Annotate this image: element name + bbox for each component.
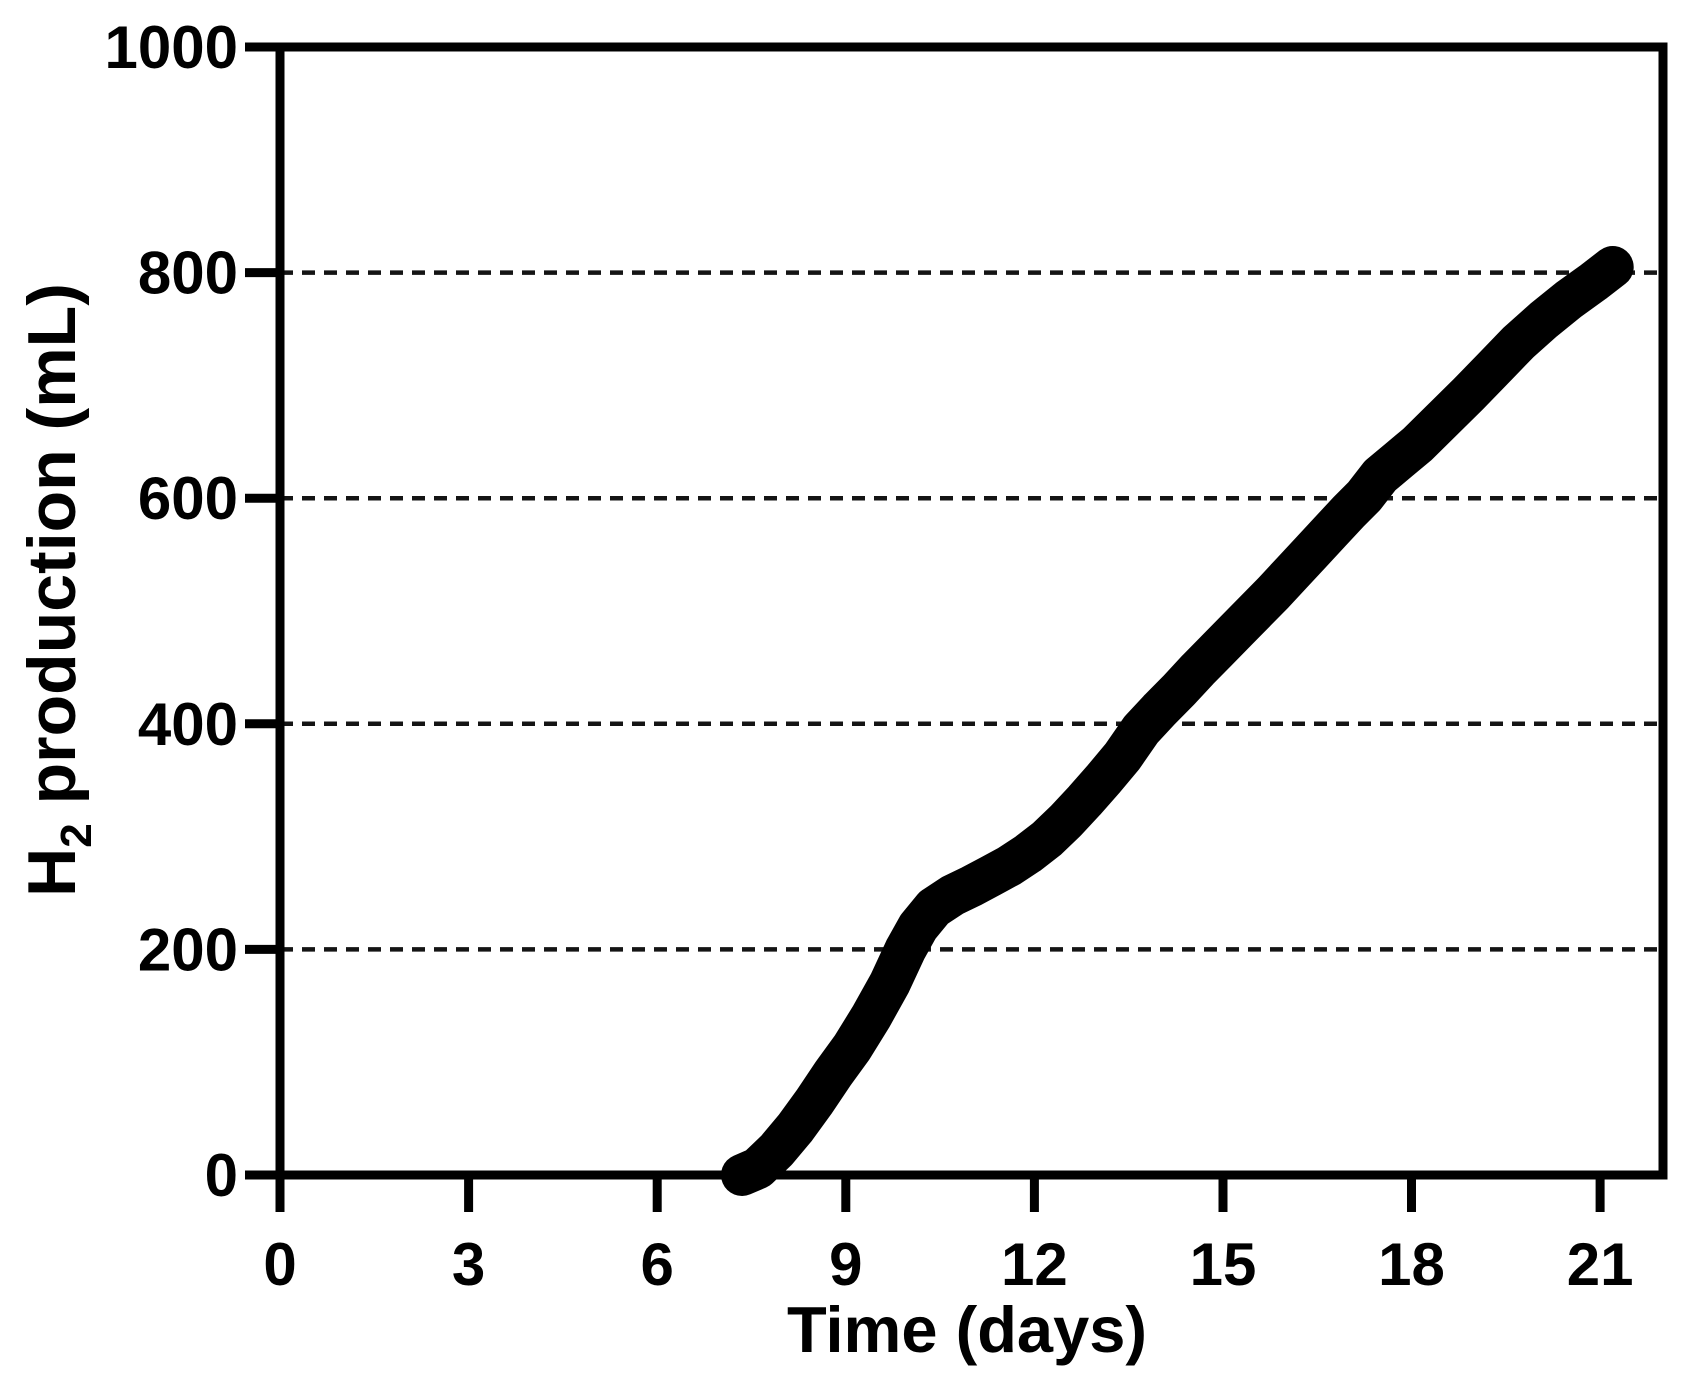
y-axis-title: H2 production (mL): [14, 283, 101, 897]
x-tick-label-21: 21: [1567, 1231, 1634, 1298]
y-axis-tick-labels: 0 200 400 600 800 1000: [105, 14, 238, 1209]
x-tick-label-6: 6: [641, 1231, 674, 1298]
y-tick-label-1000: 1000: [105, 14, 238, 81]
series-line-h2-production: [721, 246, 1634, 1196]
x-tick-label-0: 0: [263, 1231, 296, 1298]
y-tick-label-400: 400: [138, 691, 238, 758]
y-tick-label-800: 800: [138, 240, 238, 307]
y-tick-label-0: 0: [205, 1142, 238, 1209]
x-tick-label-9: 9: [829, 1231, 862, 1298]
x-axis-title: Time (days): [787, 1293, 1147, 1366]
plot-frame: [275, 42, 1668, 1180]
y-tick-label-200: 200: [138, 916, 238, 983]
gridlines: [280, 270, 1663, 952]
y-tick-label-600: 600: [138, 465, 238, 532]
x-axis-ticks: [275, 1175, 1605, 1212]
y-axis-title-prefix: H: [14, 848, 90, 897]
x-tick-label-15: 15: [1190, 1231, 1257, 1298]
series-group: [721, 246, 1634, 1196]
x-axis-tick-labels: 0 3 6 9 12 15 18 21: [263, 1231, 1633, 1298]
y-axis-title-subscript: 2: [52, 823, 101, 847]
y-axis-title-rest: production (mL): [14, 283, 90, 823]
x-tick-label-3: 3: [452, 1231, 485, 1298]
x-tick-label-12: 12: [1001, 1231, 1068, 1298]
y-axis-ticks: [245, 42, 280, 1180]
x-tick-label-18: 18: [1378, 1231, 1445, 1298]
